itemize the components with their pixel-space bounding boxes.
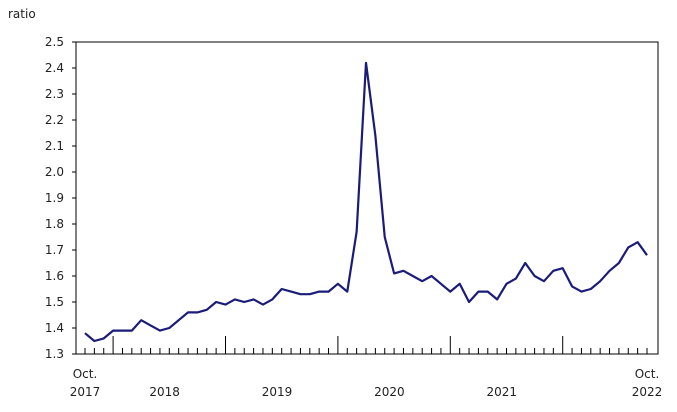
x-tick-label: 2021 bbox=[487, 385, 518, 399]
x-tick-label: 2019 bbox=[262, 385, 293, 399]
y-tick-label: 2.2 bbox=[45, 113, 64, 127]
y-tick-label: 2.0 bbox=[45, 165, 64, 179]
y-tick-label: 1.8 bbox=[45, 217, 64, 231]
y-tick-label: 2.5 bbox=[45, 35, 64, 49]
plot-frame bbox=[75, 41, 659, 355]
x-tick-label: 2020 bbox=[374, 385, 405, 399]
y-tick-label: 2.1 bbox=[45, 139, 64, 153]
x-tick-label: Oct. 2017 bbox=[70, 367, 101, 399]
y-tick-label: 1.7 bbox=[45, 243, 64, 257]
y-tick-label: 1.6 bbox=[45, 269, 64, 283]
y-tick-label: 1.4 bbox=[45, 321, 64, 335]
x-tick-label: Oct. 2022 bbox=[632, 367, 663, 399]
data-line bbox=[84, 61, 648, 343]
y-axis-label: ratio bbox=[8, 7, 36, 21]
y-tick-label: 1.5 bbox=[45, 295, 64, 309]
y-tick-label: 2.4 bbox=[45, 61, 64, 75]
y-tick-label: 2.3 bbox=[45, 87, 64, 101]
x-tick-label: 2018 bbox=[149, 385, 180, 399]
y-tick-label: 1.9 bbox=[45, 191, 64, 205]
y-tick-label: 1.3 bbox=[45, 347, 64, 361]
